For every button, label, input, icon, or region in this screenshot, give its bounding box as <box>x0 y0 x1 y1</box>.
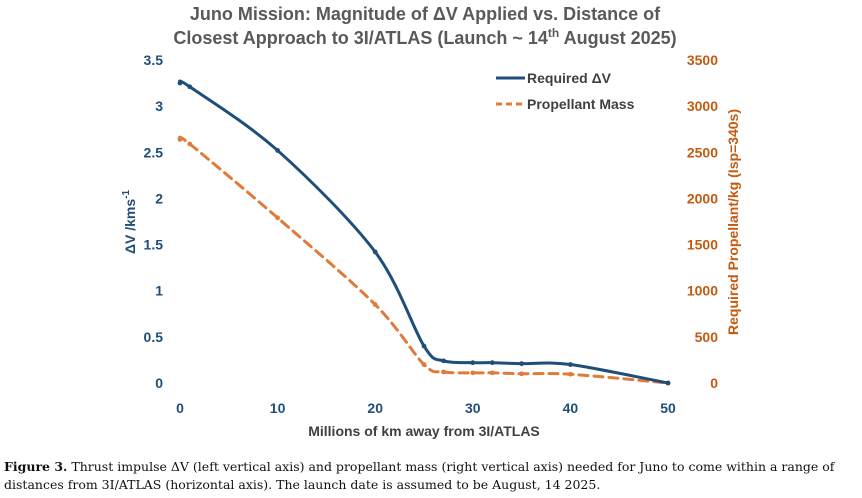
series-layer <box>177 79 671 386</box>
y-left-tick-label: 1.5 <box>144 237 164 253</box>
series-line-propellant-mass <box>178 135 670 385</box>
y-right-axis-label: Required Propellant/kg (Isp=340s) <box>725 109 741 335</box>
y-left-tick-label: 2 <box>155 190 163 206</box>
data-point-required-dv <box>489 360 495 366</box>
y-left-tick-label: 3 <box>155 98 163 114</box>
caption-text: Thrust impulse ΔV (left vertical axis) a… <box>4 459 835 492</box>
y-right-tick-label: 1500 <box>687 237 718 253</box>
y-right-tick-label: 0 <box>710 375 718 391</box>
data-point-propellant-mass <box>372 302 378 307</box>
x-tick-label: 20 <box>367 400 383 416</box>
y-right-tick-label: 500 <box>695 329 719 345</box>
legend-label-required-dv: Required ΔV <box>527 70 612 86</box>
data-point-propellant-mass <box>568 371 573 377</box>
x-tick-label: 0 <box>176 400 184 416</box>
data-point-propellant-mass <box>187 141 193 147</box>
y-left-tick-labels: 0 0.5 1 1.5 2 2.5 3 3.5 <box>144 52 164 391</box>
legend-label-propellant: Propellant Mass <box>527 96 635 112</box>
data-point-propellant-mass <box>421 362 427 367</box>
y-right-tick-label: 2500 <box>687 144 718 160</box>
y-left-tick-label: 0.5 <box>144 329 164 345</box>
y-right-tick-label: 2000 <box>687 190 718 206</box>
x-tick-label: 40 <box>563 400 579 416</box>
x-tick-label: 10 <box>270 400 286 416</box>
y-right-tick-label: 1000 <box>687 283 718 299</box>
x-tick-labels: 0 10 20 30 40 50 <box>176 400 676 416</box>
data-point-required-dv <box>519 361 524 367</box>
data-point-required-dv <box>470 360 476 366</box>
data-point-required-dv <box>568 362 573 367</box>
x-axis-label: Millions of km away from 3I/ATLAS <box>308 423 540 439</box>
x-tick-label: 30 <box>465 400 481 416</box>
data-point-propellant-mass <box>519 371 524 377</box>
series-line-required-dv <box>178 79 670 385</box>
data-point-propellant-mass <box>275 215 280 221</box>
x-tick-label: 50 <box>660 400 676 416</box>
caption-label: Figure 3. <box>4 459 68 474</box>
y-left-tick-label: 2.5 <box>144 144 164 160</box>
chart-title-line-1: Juno Mission: Magnitude of ΔV Applied vs… <box>190 4 661 24</box>
data-point-required-dv <box>275 148 280 153</box>
chart-title-superscript: th <box>548 26 559 40</box>
data-point-required-dv <box>372 249 378 255</box>
data-point-required-dv <box>665 380 671 386</box>
data-point-propellant-mass <box>489 370 495 376</box>
y-left-tick-label: 3.5 <box>144 52 164 68</box>
data-point-required-dv <box>187 84 193 90</box>
data-point-required-dv <box>177 80 183 86</box>
data-point-propellant-mass <box>441 369 446 375</box>
chart-title-line-2: Closest Approach to 3I/ATLAS (Launch ~ 1… <box>173 26 676 48</box>
chart: Juno Mission: Magnitude of ΔV Applied vs… <box>121 4 741 439</box>
legend: Required ΔV Propellant Mass <box>496 70 635 112</box>
y-left-tick-label: 0 <box>155 375 163 391</box>
data-point-required-dv <box>421 343 427 349</box>
y-left-axis-label: ΔV /kms-1 <box>121 190 138 255</box>
y-right-tick-label: 3500 <box>687 52 718 68</box>
data-point-required-dv <box>441 358 446 364</box>
y-right-tick-label: 3000 <box>687 98 718 114</box>
y-left-tick-label: 1 <box>155 283 163 299</box>
data-point-propellant-mass <box>177 136 183 142</box>
data-point-propellant-mass <box>470 370 476 376</box>
y-right-tick-labels: 0 500 1000 1500 2000 2500 3000 3500 <box>687 52 718 391</box>
figure-caption: Figure 3. Thrust impulse ΔV (left vertic… <box>4 458 858 494</box>
